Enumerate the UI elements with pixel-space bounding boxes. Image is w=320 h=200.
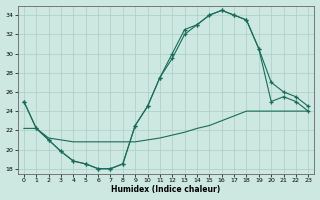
X-axis label: Humidex (Indice chaleur): Humidex (Indice chaleur) [111,185,221,194]
